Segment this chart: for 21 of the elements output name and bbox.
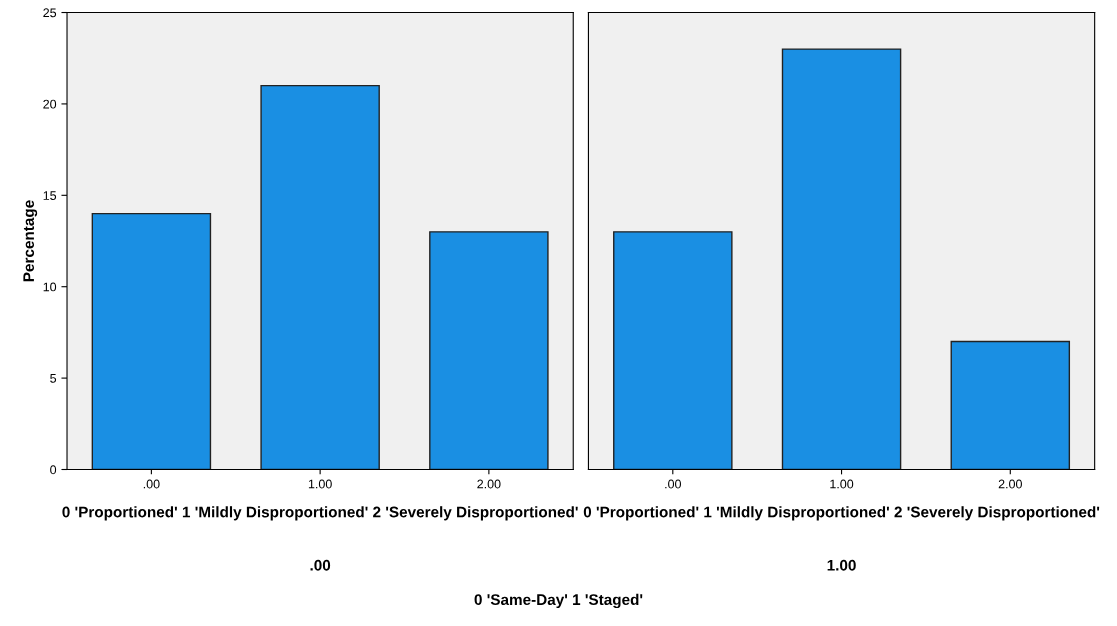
y-tick-label: 25: [43, 8, 57, 18]
y-tick-label: 10: [43, 282, 57, 292]
x-tick-label: 1.00: [308, 479, 332, 489]
x-axis-title: 0 'Proportioned' 1 'Mildly Disproportioned' 2 'Severely Disproportioned': [583, 506, 1100, 521]
x-axis-title: 0 'Proportioned' 1 'Mildly Disproportioned' 2 'Severely Disproportioned': [62, 506, 578, 521]
x-tick-label: 2.00: [477, 479, 501, 489]
y-tick-label: 15: [43, 191, 57, 200]
bar: [260, 84, 380, 470]
bar: [429, 231, 549, 470]
y-axis-title: Percentage: [23, 200, 38, 282]
x-tick-label: .00: [143, 479, 160, 489]
y-tick-label: 0: [50, 465, 57, 475]
x-tick-label: 1.00: [830, 479, 854, 489]
y-tick-label: 5: [50, 374, 57, 383]
x-tick-label: 2.00: [998, 479, 1022, 489]
x-tick-label: .00: [665, 479, 681, 489]
text: .00: [310, 559, 331, 571]
bar: [91, 212, 212, 470]
text: 0 'Same-Day' 1 'Staged': [474, 593, 643, 609]
text: 1.00: [827, 559, 856, 571]
y-tick-label: 20: [43, 99, 57, 109]
